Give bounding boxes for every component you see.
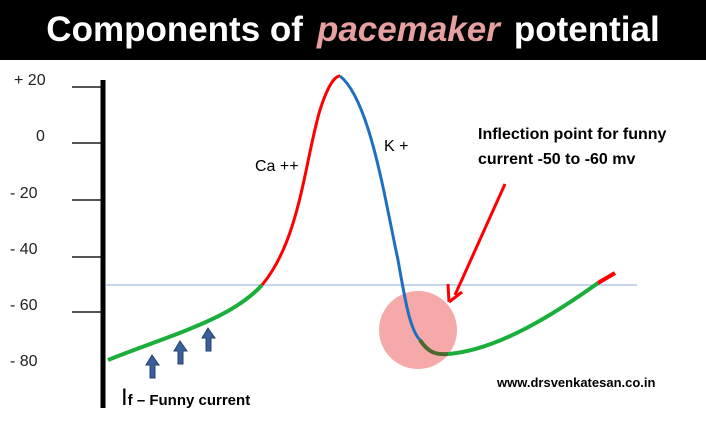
up-arrow-icon bbox=[173, 340, 188, 365]
tick-label: - 80 bbox=[10, 353, 38, 370]
potassium-repolarization bbox=[339, 74, 422, 342]
inflection-arrow bbox=[446, 183, 507, 304]
tick-label: + 20 bbox=[14, 72, 46, 89]
up-arrow-icon bbox=[145, 354, 160, 379]
tick-label: - 40 bbox=[10, 241, 38, 258]
title-part1: Components of bbox=[46, 10, 303, 49]
inflection-segment bbox=[418, 338, 449, 357]
calcium-upstroke bbox=[260, 74, 341, 286]
up-arrow-icon bbox=[201, 327, 216, 352]
tick-label: 0 bbox=[36, 128, 45, 145]
inflection-highlight bbox=[379, 291, 457, 369]
inflection-label: Inflection point for funny current -50 t… bbox=[478, 126, 667, 168]
next-upstroke-tip bbox=[596, 271, 617, 285]
funny-current-curve bbox=[107, 283, 264, 362]
funny-current-arrows bbox=[145, 327, 216, 379]
website-label: www.drsvenkatesan.co.in bbox=[497, 375, 656, 390]
next-funny-current-curve bbox=[447, 281, 600, 356]
tick-label: - 60 bbox=[10, 297, 38, 314]
funny-label-text: f – Funny current bbox=[127, 392, 251, 409]
ticks bbox=[72, 86, 101, 313]
title-part2: potential bbox=[513, 10, 660, 49]
potassium-label: K + bbox=[384, 138, 409, 155]
tick-label: - 20 bbox=[10, 185, 38, 202]
calcium-label: Ca ++ bbox=[255, 158, 299, 175]
funny-current-label: If – Funny current bbox=[121, 384, 250, 412]
funny-i: I bbox=[121, 384, 128, 411]
slide-title: Components of pacemaker potential bbox=[0, 0, 706, 60]
title-emphasis: pacemaker bbox=[316, 10, 500, 49]
